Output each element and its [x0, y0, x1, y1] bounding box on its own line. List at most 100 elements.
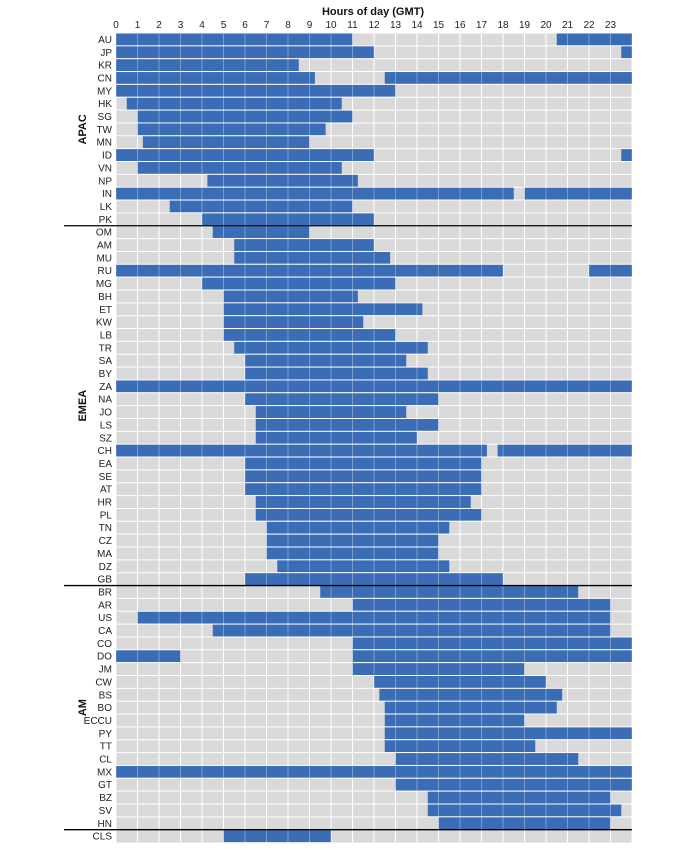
x-tick-label: 20: [540, 20, 552, 31]
row-label: ZA: [99, 382, 112, 393]
group-label: APAC: [77, 114, 89, 144]
x-tick-label: 1: [135, 20, 141, 31]
range-bar-np: [207, 174, 358, 187]
range-bar-pl: [255, 508, 482, 521]
range-bar-ea: [245, 457, 482, 470]
row-label: JO: [99, 408, 112, 419]
x-axis-title: Hours of day (GMT): [322, 6, 424, 18]
range-bar-do: [352, 650, 632, 663]
row-label: MX: [97, 767, 112, 778]
range-bar-bo: [384, 701, 557, 714]
row-label: SZ: [99, 433, 112, 444]
row-label: MA: [97, 549, 112, 560]
row-label: SE: [99, 472, 113, 483]
row-label: LS: [100, 420, 113, 431]
row-label: CZ: [99, 536, 112, 547]
row-label: KW: [96, 318, 113, 329]
range-bar-in: [116, 187, 514, 200]
x-tick-label: 10: [325, 20, 337, 31]
row-label: BR: [98, 587, 112, 598]
row-label: ECCU: [84, 716, 112, 727]
range-bar-cls: [223, 830, 331, 843]
range-bar-na: [245, 393, 439, 406]
range-bar-se: [245, 470, 482, 483]
row-label: NA: [98, 395, 112, 406]
range-bar-ch: [116, 444, 487, 457]
range-bar-gt: [395, 778, 632, 791]
row-label: PY: [99, 729, 113, 740]
x-tick-label: 3: [178, 20, 184, 31]
x-tick-label: 2: [156, 20, 162, 31]
range-bar-au: [556, 33, 632, 46]
row-label: BY: [99, 369, 113, 380]
row-label: BZ: [99, 793, 112, 804]
x-tick-label: 11: [347, 20, 358, 31]
x-tick-label: 14: [411, 20, 423, 31]
range-bar-mg: [202, 277, 396, 290]
row-label: TR: [99, 343, 112, 354]
row-label: JP: [100, 48, 112, 59]
row-label: ET: [99, 305, 112, 316]
row-label: MY: [97, 86, 112, 97]
row-label: LK: [100, 202, 113, 213]
x-tick-label: 22: [583, 20, 595, 31]
x-tick-label: 18: [497, 20, 509, 31]
range-bar-co: [352, 637, 632, 650]
range-bar-my: [116, 84, 396, 97]
range-bar-dz: [277, 560, 450, 573]
range-bar-tn: [266, 521, 450, 534]
range-bar-py: [384, 727, 632, 740]
range-bar-om: [212, 226, 310, 239]
row-label: GB: [98, 575, 113, 586]
x-tick-label: 19: [519, 20, 531, 31]
range-bar-vn: [137, 162, 342, 174]
row-label: CH: [98, 446, 112, 457]
row-label: CO: [97, 639, 112, 650]
range-bar-ch: [497, 444, 632, 457]
x-tick-label: 9: [307, 20, 313, 31]
range-bar-au: [116, 33, 353, 46]
range-bar-sz: [255, 431, 417, 444]
row-label: SA: [99, 356, 113, 367]
x-tick-label: 16: [454, 20, 466, 31]
x-tick-label: 23: [605, 20, 617, 31]
row-label: MN: [96, 138, 112, 149]
row-label: CL: [99, 755, 112, 766]
row-label: HN: [98, 819, 112, 830]
row-label: SG: [98, 112, 113, 123]
row-label: TW: [96, 125, 112, 136]
range-bar-cn: [116, 72, 315, 84]
range-bar-br: [320, 586, 579, 598]
group-label: AM: [77, 699, 89, 716]
row-label: AU: [98, 35, 112, 46]
row-label: HR: [98, 498, 112, 509]
plot-area: [115, 32, 633, 843]
row-label: NP: [98, 176, 112, 187]
range-bar-hr: [255, 496, 471, 508]
range-bar-cl: [395, 753, 579, 765]
row-label: LB: [100, 330, 113, 341]
range-bar-at: [245, 483, 482, 496]
row-label: SV: [99, 806, 113, 817]
row-label: RU: [98, 266, 112, 277]
range-bar-mn: [142, 136, 310, 149]
range-bar-by: [245, 367, 428, 380]
row-label: KR: [98, 61, 112, 72]
range-bar-mu: [234, 251, 391, 264]
row-label: BO: [98, 703, 113, 714]
row-label: GT: [98, 780, 112, 791]
range-bar-bz: [427, 791, 611, 804]
row-label: AR: [98, 600, 112, 611]
range-bar-ls: [255, 419, 439, 431]
row-label: BS: [99, 690, 113, 701]
range-bar-hk: [126, 97, 342, 110]
row-label: HK: [98, 99, 112, 110]
x-tick-label: 7: [264, 20, 270, 31]
range-bar-kw: [223, 316, 364, 329]
range-bar-lk: [169, 200, 353, 213]
row-label: CLS: [93, 832, 113, 843]
range-bar-am: [234, 239, 374, 251]
row-label: MG: [96, 279, 112, 290]
row-label: JM: [99, 665, 112, 676]
range-bar-kr: [116, 59, 299, 72]
